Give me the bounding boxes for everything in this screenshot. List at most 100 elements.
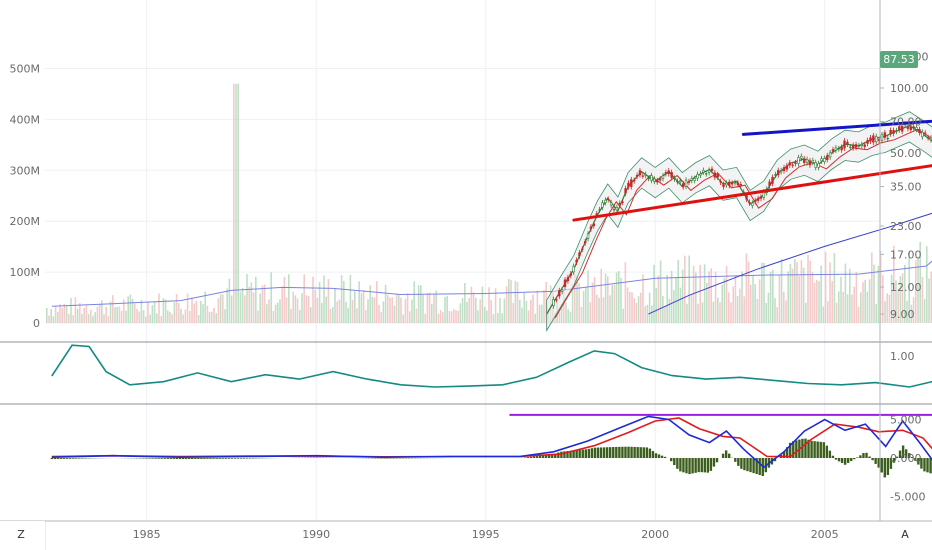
candle-body <box>604 199 607 203</box>
volume-bar <box>389 297 391 323</box>
volume-bar <box>103 314 105 323</box>
volume-bar <box>164 299 167 323</box>
macd-histogram-bar <box>673 458 676 466</box>
volume-bar <box>791 268 794 323</box>
volume-bar <box>305 295 308 323</box>
volume-bar <box>505 286 508 323</box>
candle-body <box>632 179 636 182</box>
candle-body <box>785 165 789 170</box>
volume-bar <box>395 294 398 323</box>
panel-separators[interactable] <box>0 341 932 405</box>
volume-bar <box>624 262 627 323</box>
candle-body <box>730 182 734 185</box>
volume-bar <box>208 311 211 323</box>
macd-histogram-bar <box>679 458 682 472</box>
volume-bar <box>481 286 484 323</box>
candle-body <box>906 126 910 129</box>
candle-body <box>898 126 901 131</box>
macd-histogram-bar <box>560 451 563 458</box>
volume-bar <box>512 302 514 323</box>
last-price-badge: 87.53 <box>880 51 918 68</box>
volume-bar <box>666 274 668 323</box>
volume-bar <box>857 306 860 323</box>
trendlines[interactable] <box>572 94 932 222</box>
volume-bar <box>79 303 81 323</box>
macd-histogram-bar <box>50 458 54 460</box>
candle-body <box>924 132 927 134</box>
macd-histogram-bar <box>859 455 862 458</box>
volume-bar <box>351 299 354 323</box>
macd-histogram-bar <box>898 450 902 458</box>
macd-histogram-bar <box>72 458 75 459</box>
volume-bar <box>708 271 710 323</box>
volume-bar <box>312 276 314 323</box>
volume-bar <box>725 265 728 323</box>
macd-histogram-bar <box>801 438 804 458</box>
volume-bar <box>54 305 57 323</box>
volume-bar <box>215 313 217 323</box>
volume-bar <box>222 294 224 323</box>
volume-bar <box>527 310 530 323</box>
volume-bar <box>800 259 803 323</box>
trendline-1[interactable] <box>741 94 932 136</box>
candle-body <box>699 173 702 176</box>
macd-histogram-bar <box>547 454 551 458</box>
macd-histogram-bar <box>200 458 203 459</box>
volume-bar <box>129 294 132 323</box>
volume-bar <box>90 309 92 323</box>
candle-body <box>696 173 699 179</box>
volume-bar <box>233 83 235 324</box>
volume-bar <box>769 271 772 323</box>
candle-body <box>575 260 578 263</box>
volume-bar <box>904 264 906 323</box>
volume-bar <box>853 286 855 323</box>
macd-histogram-bar <box>166 458 170 459</box>
volume-bar <box>235 83 237 324</box>
candle-body <box>563 279 567 288</box>
macd-histogram-bar <box>163 458 166 459</box>
candle-body <box>572 266 575 273</box>
volume-bar <box>688 255 690 323</box>
volume-bar <box>877 265 880 323</box>
macd-histogram-bar <box>715 458 719 463</box>
macd-histogram-bar <box>612 447 615 458</box>
macd-histogram-bar <box>221 458 224 459</box>
volume-axis-label: 0 <box>33 317 40 330</box>
volume-bar <box>87 314 90 323</box>
macd-histogram-bar <box>566 451 569 458</box>
candle-body <box>635 175 639 177</box>
volume-bar <box>118 306 121 323</box>
auto-scale-toggle-right[interactable]: A <box>901 528 909 541</box>
volume-bar <box>127 296 129 323</box>
last-price-label: 87.53 <box>883 53 915 66</box>
volume-bar <box>477 310 479 323</box>
volume-bar <box>358 281 360 323</box>
volume-bar <box>835 302 838 323</box>
volume-bar <box>756 299 759 323</box>
log-scale-toggle-left[interactable]: Z <box>17 528 25 541</box>
indicator-series <box>51 344 932 388</box>
volume-bar <box>723 277 726 323</box>
macd-histogram-bar <box>834 458 838 460</box>
volume-bar <box>668 298 671 323</box>
volume-bar <box>851 294 853 323</box>
volume-bar <box>338 299 341 323</box>
volume-bar <box>866 291 869 323</box>
trendline-2[interactable] <box>572 97 932 222</box>
volume-bar <box>750 284 752 323</box>
volume-bar <box>508 278 510 323</box>
volume-bar <box>409 311 411 323</box>
volume-bar <box>321 302 323 323</box>
volume-bar <box>182 314 184 323</box>
macd-histogram-bar <box>554 453 557 458</box>
macd-histogram-bar <box>901 445 905 458</box>
volume-bar <box>886 293 888 323</box>
volume-bar <box>453 309 455 323</box>
volume-bar <box>255 276 257 323</box>
candle-body <box>742 191 745 193</box>
candle-body <box>725 182 728 186</box>
volume-bar <box>279 299 281 323</box>
candle-body <box>705 173 708 175</box>
volume-bar <box>510 280 512 323</box>
